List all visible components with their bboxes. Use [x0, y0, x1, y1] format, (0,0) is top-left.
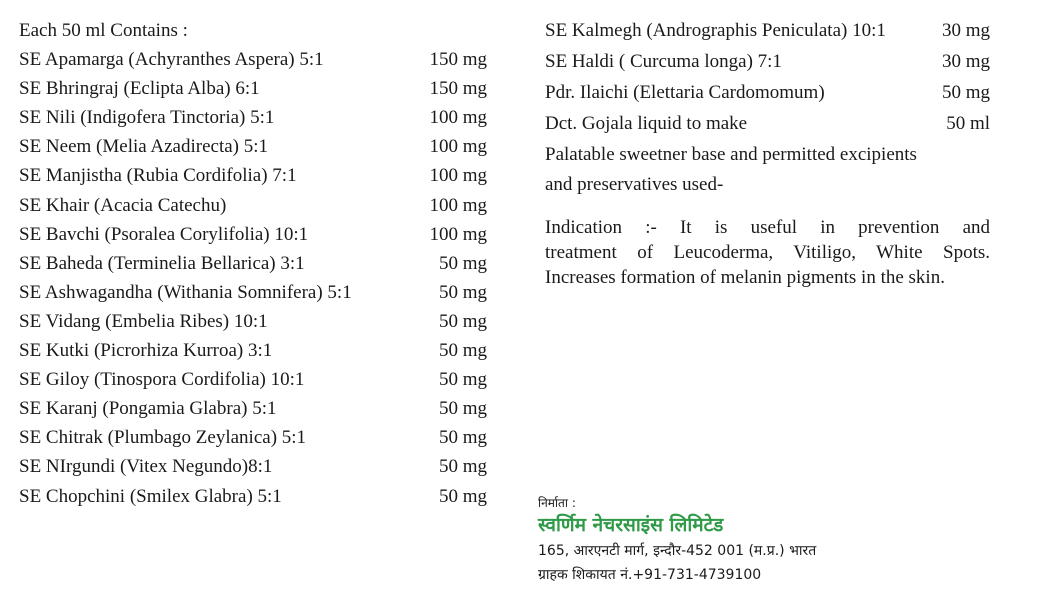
ingredient-quantity: 50 mg	[438, 310, 487, 332]
ingredient-quantity: 150 mg	[429, 49, 487, 70]
ingredient-name: SE Khair (Acacia Catechu)	[19, 194, 227, 216]
ingredient-row: SE Bhringraj (Eclipta Alba) 6:1 150 mg	[19, 77, 489, 101]
indication-text: Indication :- It is useful in prevention…	[545, 215, 990, 290]
ingredient-name: SE Bavchi (Psoralea Corylifolia) 10:1	[19, 223, 309, 245]
ingredient-row: Pdr. Ilaichi (Elettaria Cardomomum) 50 mg	[545, 81, 995, 105]
manufacturer-label: निर्माता :	[538, 496, 576, 510]
ingredient-name: SE Neem (Melia Azadirecta) 5:1	[19, 136, 269, 158]
ingredient-row: SE Neem (Melia Azadirecta) 5:1 100 mg	[19, 135, 489, 159]
ingredient-quantity: 50 mg	[438, 369, 487, 391]
ingredient-row: SE Karanj (Pongamia Glabra) 5:1 50 mg	[19, 397, 489, 421]
ingredient-name: SE Karanj (Pongamia Glabra) 5:1	[19, 398, 277, 420]
ingredient-row: SE Kutki (Picrorhiza Kurroa) 3:1 50 mg	[19, 339, 489, 363]
ingredient-quantity: 50 mg	[438, 427, 487, 449]
ingredient-name: Dct. Gojala liquid to make	[545, 113, 748, 134]
manufacturer-address: 165, आरएनटी मार्ग, इन्दौर-452 001 (म.प्र…	[538, 543, 817, 559]
ingredient-quantity: 30 mg	[941, 51, 990, 72]
ingredient-row: SE Vidang (Embelia Ribes) 10:1 50 mg	[19, 310, 489, 334]
ingredient-name: SE Chopchini (Smilex Glabra) 5:1	[19, 485, 282, 507]
ingredient-row: SE Bavchi (Psoralea Corylifolia) 10:1 100…	[19, 223, 489, 247]
ingredient-name: SE Chitrak (Plumbago Zeylanica) 5:1	[19, 427, 307, 449]
ingredient-quantity: 50 mg	[438, 485, 487, 507]
ingredient-name: SE Haldi ( Curcuma longa) 7:1	[545, 51, 782, 72]
ingredient-row: SE NIrgundi (Vitex Negundo)8:1 50 mg	[19, 455, 489, 479]
ingredient-name: SE Apamarga (Achyranthes Aspera) 5:1	[19, 49, 324, 70]
ingredient-quantity: 100 mg	[429, 165, 487, 187]
ingredient-quantity: 100 mg	[429, 194, 487, 216]
ingredient-quantity: 150 mg	[429, 78, 487, 100]
ingredient-row: SE Apamarga (Achyranthes Aspera) 5:1 150 …	[19, 48, 489, 72]
indication-line: treatment of Leucoderma, Vitiligo, White…	[545, 242, 990, 263]
ingredient-row: Dct. Gojala liquid to make 50 ml	[545, 112, 995, 136]
ingredient-row: SE Manjistha (Rubia Cordifolia) 7:1 100 m…	[19, 164, 489, 188]
ingredient-quantity: 50 mg	[941, 82, 990, 103]
customer-complaint-number: ग्राहक शिकायत नं.+91-731-4739100	[538, 567, 762, 583]
indication-line: Indication :- It is useful in prevention…	[545, 217, 990, 238]
ingredient-name: SE NIrgundi (Vitex Negundo)8:1	[19, 456, 273, 478]
manufacturer-block: निर्माता : स्वर्णिम नेचरसाइंस लिमिटेड 16…	[538, 495, 816, 587]
ingredient-row: SE Nili (Indigofera Tinctoria) 5:1 100 mg	[19, 106, 489, 130]
ingredient-row: SE Kalmegh (Andrographis Peniculata) 10:…	[545, 19, 995, 43]
ingredient-name: SE Kalmegh (Andrographis Peniculata) 10:…	[545, 20, 886, 41]
excipients-note-line-2: and preservatives used-	[545, 174, 724, 195]
ingredient-row: SE Baheda (Terminelia Bellarica) 3:1 50 m…	[19, 252, 489, 276]
ingredient-row: SE Haldi ( Curcuma longa) 7:1 30 mg	[545, 50, 995, 74]
ingredient-row: SE Chopchini (Smilex Glabra) 5:1 50 mg	[19, 485, 489, 509]
contents-heading: Each 50 ml Contains :	[19, 20, 188, 41]
excipients-note-line-1: Palatable sweetner base and permitted ex…	[545, 144, 917, 165]
ingredient-quantity: 30 mg	[941, 20, 990, 41]
ingredient-name: SE Kutki (Picrorhiza Kurroa) 3:1	[19, 340, 273, 361]
ingredient-row: SE Khair (Acacia Catechu) 100 mg	[19, 194, 489, 218]
ingredient-row: SE Giloy (Tinospora Cordifolia) 10:1 50 m…	[19, 368, 489, 392]
ingredient-name: SE Bhringraj (Eclipta Alba) 6:1	[19, 78, 260, 100]
ingredient-quantity: 50 mg	[438, 281, 487, 303]
ingredient-name: Pdr. Ilaichi (Elettaria Cardomomum)	[545, 82, 825, 103]
ingredient-quantity: 50 mg	[438, 398, 487, 420]
ingredient-quantity: 100 mg	[429, 223, 487, 245]
ingredient-name: SE Giloy (Tinospora Cordifolia) 10:1	[19, 369, 305, 391]
ingredient-name: SE Vidang (Embelia Ribes) 10:1	[19, 310, 268, 332]
ingredient-quantity: 100 mg	[429, 107, 487, 129]
ingredient-quantity: 50 mg	[438, 252, 487, 274]
ingredient-quantity: 50 mg	[438, 456, 487, 478]
ingredient-name: SE Ashwagandha (Withania Somnifera) 5:1	[19, 281, 352, 303]
ingredient-quantity: 100 mg	[429, 136, 487, 158]
indication-line: Increases formation of melanin pigments …	[545, 267, 945, 288]
ingredient-quantity: 50 ml	[946, 113, 990, 134]
ingredient-row: SE Ashwagandha (Withania Somnifera) 5:1 5…	[19, 281, 489, 305]
ingredient-name: SE Manjistha (Rubia Cordifolia) 7:1	[19, 165, 297, 187]
ingredient-name: SE Baheda (Terminelia Bellarica) 3:1	[19, 252, 305, 274]
ingredient-quantity: 50 mg	[438, 340, 487, 361]
manufacturer-name: स्वर्णिम नेचरसाइंस लिमिटेड	[538, 514, 724, 536]
ingredient-name: SE Nili (Indigofera Tinctoria) 5:1	[19, 107, 275, 129]
ingredient-row: SE Chitrak (Plumbago Zeylanica) 5:1 50 mg	[19, 426, 489, 450]
